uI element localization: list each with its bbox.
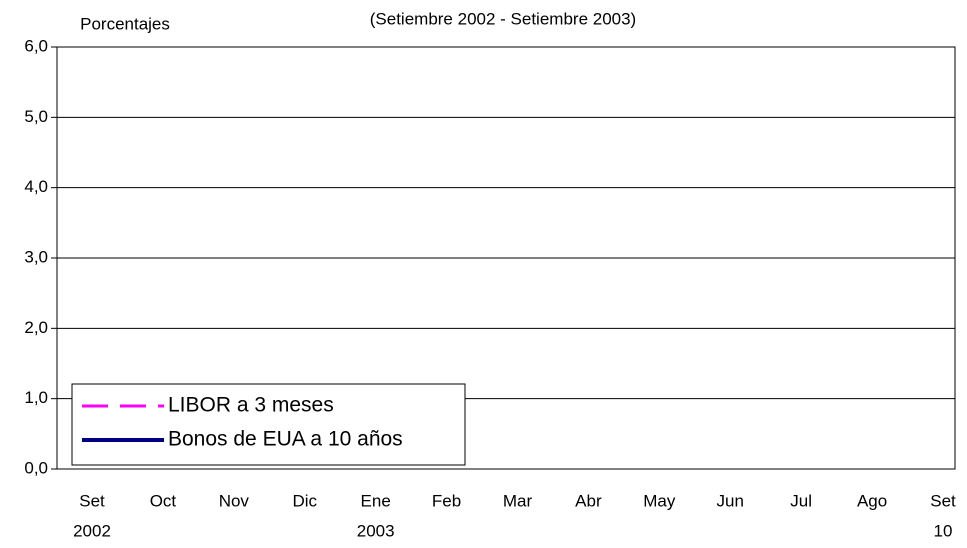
x-tick-label: Ago [857,491,887,510]
x-tick-label: Jun [717,491,744,510]
x-tick-label: Abr [575,491,602,510]
y-tick-label: 4,0 [24,177,48,196]
y-tick-label: 0,0 [24,458,48,477]
legend-label: Bonos de EUA a 10 años [168,428,403,451]
x-tick-label: Mar [503,491,533,510]
y-tick-label: 3,0 [24,247,48,266]
x-tick-label: Set [930,491,956,510]
x-tick-sublabel: 2003 [357,521,395,540]
chart-title: (Setiembre 2002 - Setiembre 2003) [370,9,636,28]
x-tick-sublabel: 10 [934,521,953,540]
x-tick-label: Feb [432,491,461,510]
x-tick-label: Oct [150,491,177,510]
x-tick-label: May [643,491,676,510]
x-tick-label: Dic [292,491,317,510]
x-tick-label: Jul [790,491,812,510]
x-tick-sublabel: 2002 [73,521,111,540]
y-tick-label: 2,0 [24,318,48,337]
legend-box [71,383,466,466]
x-tick-label: Set [79,491,105,510]
plot-border [56,46,956,470]
legend-label: LIBOR a 3 meses [168,394,334,417]
x-tick-label: Nov [219,491,250,510]
y-axis-label: Porcentajes [80,14,170,33]
x-tick-label: Ene [361,491,391,510]
y-tick-label: 6,0 [24,36,48,55]
y-tick-label: 5,0 [24,107,48,126]
y-tick-label: 1,0 [24,388,48,407]
